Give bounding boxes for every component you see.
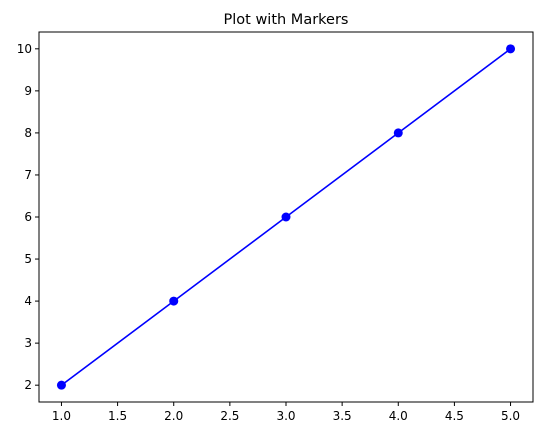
x-tick-label: 3.5 <box>333 409 352 423</box>
y-tick-label: 2 <box>24 378 32 392</box>
y-tick-label: 4 <box>24 294 32 308</box>
y-tick-label: 7 <box>24 168 32 182</box>
y-tick-label: 10 <box>17 42 32 56</box>
y-tick-label: 9 <box>24 84 32 98</box>
x-tick-label: 5.0 <box>501 409 520 423</box>
data-point-marker <box>506 44 516 54</box>
x-tick-label: 2.5 <box>220 409 239 423</box>
data-point-marker <box>393 128 403 138</box>
y-tick-label: 8 <box>24 126 32 140</box>
y-axis: 2 3 4 5 6 7 8 9 10 <box>17 42 39 392</box>
x-tick-label: 1.5 <box>108 409 127 423</box>
x-tick-label: 2.0 <box>164 409 183 423</box>
series-layer <box>56 44 516 390</box>
data-point-marker <box>169 296 179 306</box>
y-tick-label: 3 <box>24 336 32 350</box>
chart-title: Plot with Markers <box>224 12 349 28</box>
x-tick-label: 4.0 <box>389 409 408 423</box>
data-point-marker <box>56 380 66 390</box>
x-tick-label: 4.5 <box>445 409 464 423</box>
data-point-marker <box>281 212 291 222</box>
x-axis: 1.0 1.5 2.0 2.5 3.0 3.5 4.0 4.5 5.0 <box>52 402 520 423</box>
x-tick-label: 3.0 <box>276 409 295 423</box>
y-tick-label: 6 <box>24 210 32 224</box>
x-tick-label: 1.0 <box>52 409 71 423</box>
y-tick-label: 5 <box>24 252 32 266</box>
